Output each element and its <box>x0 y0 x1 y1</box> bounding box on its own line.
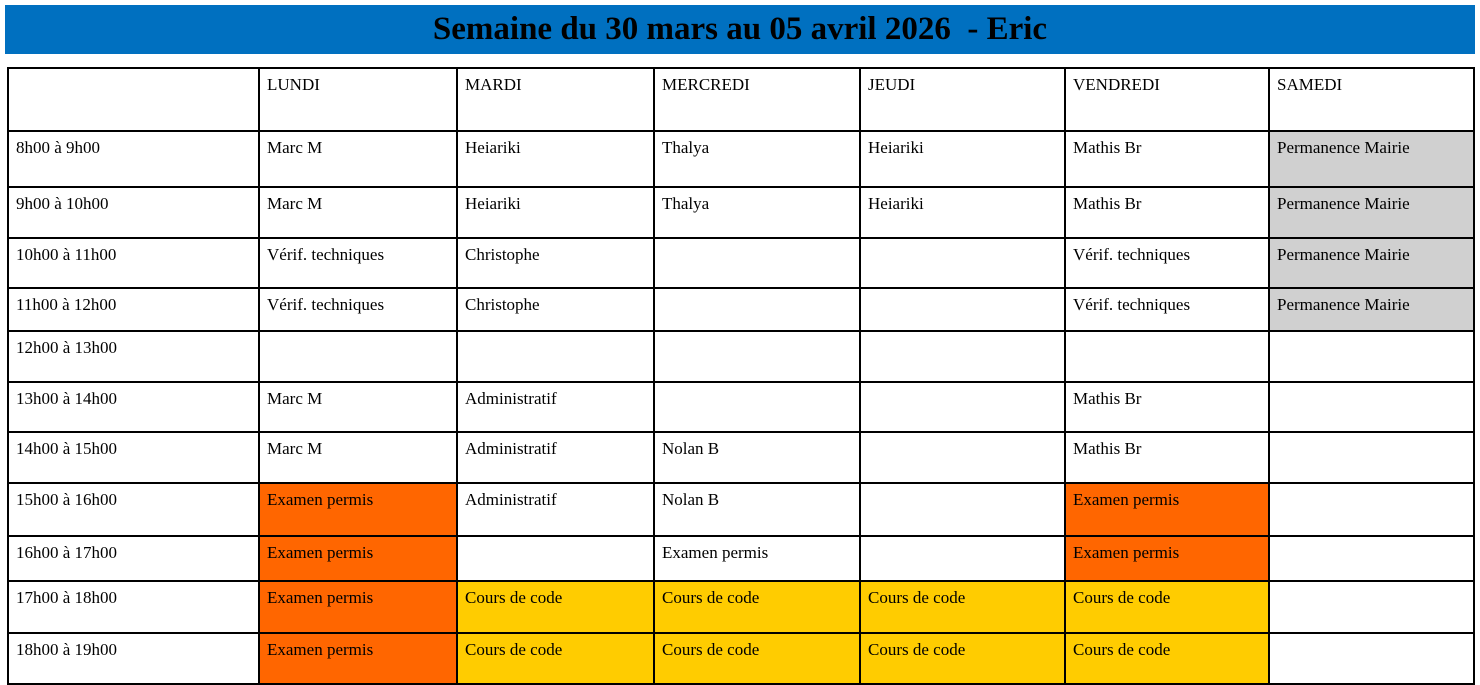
table-row: 15h00 à 16h00 Examen permis Administratif N… <box>7 482 1475 537</box>
schedule-cell: Nolan B <box>653 431 861 484</box>
title-bar: Semaine du 30 mars au 05 avril 2026 - Er… <box>5 5 1475 54</box>
schedule-cell: Examen permis <box>1064 535 1270 582</box>
schedule-cell: Administratif <box>456 431 655 484</box>
schedule-cell: Marc M <box>258 130 458 188</box>
schedule-cell: Thalya <box>653 186 861 239</box>
schedule-cell: Examen permis <box>1064 482 1270 537</box>
schedule-cell <box>1268 431 1475 484</box>
time-slot-cell: 18h00 à 19h00 <box>7 632 260 685</box>
table-row: 17h00 à 18h00 Examen permis Cours de code C… <box>7 580 1475 634</box>
schedule-cell: Heiariki <box>859 186 1066 239</box>
schedule-cell: Heiariki <box>859 130 1066 188</box>
schedule-cell: Nolan B <box>653 482 861 537</box>
schedule-cell: Permanence Mairie <box>1268 287 1475 332</box>
schedule-cell <box>859 330 1066 383</box>
schedule-cell: Examen permis <box>653 535 861 582</box>
schedule-cell: Thalya <box>653 130 861 188</box>
schedule-cell: Mathis Br <box>1064 186 1270 239</box>
table-row: 8h00 à 9h00 Marc M Heiariki Thalya Heiariki M… <box>7 130 1475 188</box>
schedule-cell <box>859 287 1066 332</box>
schedule-cell: Administratif <box>456 482 655 537</box>
page-title: Semaine du 30 mars au 05 avril 2026 - Er… <box>432 11 1048 47</box>
schedule-cell: Vérif. techniques <box>258 287 458 332</box>
schedule-cell: Heiariki <box>456 186 655 239</box>
time-slot-cell: 14h00 à 15h00 <box>7 431 260 484</box>
schedule-cell: Cours de code <box>1064 580 1270 634</box>
schedule-cell <box>859 381 1066 433</box>
time-slot-cell: 13h00 à 14h00 <box>7 381 260 433</box>
schedule-cell <box>653 381 861 433</box>
schedule-cell: Heiariki <box>456 130 655 188</box>
day-header-jeudi: JEUDI <box>859 67 1066 132</box>
schedule-cell: Examen permis <box>258 482 458 537</box>
schedule-cell <box>653 237 861 289</box>
schedule-cell: Christophe <box>456 237 655 289</box>
schedule-cell: Cours de code <box>456 632 655 685</box>
schedule-cell <box>456 535 655 582</box>
schedule-cell: Cours de code <box>653 632 861 685</box>
schedule-cell: Marc M <box>258 381 458 433</box>
schedule-cell <box>258 330 458 383</box>
schedule-cell: Mathis Br <box>1064 431 1270 484</box>
table-row: 16h00 à 17h00 Examen permis Examen permis E… <box>7 535 1475 582</box>
schedule-cell: Examen permis <box>258 535 458 582</box>
time-slot-cell: 12h00 à 13h00 <box>7 330 260 383</box>
table-row: 9h00 à 10h00 Marc M Heiariki Thalya Heiariki… <box>7 186 1475 239</box>
schedule-cell <box>653 330 861 383</box>
schedule-cell <box>1268 381 1475 433</box>
schedule-cell <box>456 330 655 383</box>
table-row: 13h00 à 14h00 Marc M Administratif Mathis B… <box>7 381 1475 433</box>
day-header-samedi: SAMEDI <box>1268 67 1475 132</box>
time-slot-cell: 15h00 à 16h00 <box>7 482 260 537</box>
schedule-cell <box>1268 535 1475 582</box>
day-header-vendredi: VENDREDI <box>1064 67 1270 132</box>
table-row: 14h00 à 15h00 Marc M Administratif Nolan B M… <box>7 431 1475 484</box>
day-header-mercredi: MERCREDI <box>653 67 861 132</box>
schedule-cell: Cours de code <box>859 632 1066 685</box>
schedule-cell <box>859 535 1066 582</box>
schedule-cell: Examen permis <box>258 632 458 685</box>
schedule-cell: Examen permis <box>258 580 458 634</box>
schedule-cell: Vérif. techniques <box>1064 237 1270 289</box>
schedule-cell <box>859 482 1066 537</box>
day-header-lundi: LUNDI <box>258 67 458 132</box>
day-header-mardi: MARDI <box>456 67 655 132</box>
schedule-cell <box>859 237 1066 289</box>
time-slot-cell: 11h00 à 12h00 <box>7 287 260 332</box>
schedule-cell <box>1064 330 1270 383</box>
schedule-cell: Vérif. techniques <box>1064 287 1270 332</box>
schedule-cell <box>1268 482 1475 537</box>
schedule-cell: Mathis Br <box>1064 381 1270 433</box>
corner-cell <box>7 67 260 132</box>
table-row: 12h00 à 13h00 <box>7 330 1475 383</box>
schedule-cell: Cours de code <box>859 580 1066 634</box>
schedule-cell <box>1268 632 1475 685</box>
schedule-cell: Cours de code <box>1064 632 1270 685</box>
schedule-cell <box>1268 580 1475 634</box>
table-row: 18h00 à 19h00 Examen permis Cours de code C… <box>7 632 1475 685</box>
time-slot-cell: 8h00 à 9h00 <box>7 130 260 188</box>
time-slot-cell: 17h00 à 18h00 <box>7 580 260 634</box>
schedule-table: LUNDI MARDI MERCREDI JEUDI VENDREDI SAMEDI 8h0… <box>7 67 1475 685</box>
table-row: 11h00 à 12h00 Vérif. techniques Christophe… <box>7 287 1475 332</box>
schedule-cell: Permanence Mairie <box>1268 130 1475 188</box>
schedule-cell: Christophe <box>456 287 655 332</box>
time-slot-cell: 10h00 à 11h00 <box>7 237 260 289</box>
time-slot-cell: 9h00 à 10h00 <box>7 186 260 239</box>
schedule-cell: Mathis Br <box>1064 130 1270 188</box>
schedule-cell <box>653 287 861 332</box>
time-slot-cell: 16h00 à 17h00 <box>7 535 260 582</box>
schedule-cell <box>1268 330 1475 383</box>
schedule-cell <box>859 431 1066 484</box>
schedule-cell: Vérif. techniques <box>258 237 458 289</box>
schedule-cell: Cours de code <box>456 580 655 634</box>
schedule-cell: Marc M <box>258 186 458 239</box>
schedule-cell: Administratif <box>456 381 655 433</box>
schedule-cell: Cours de code <box>653 580 861 634</box>
schedule-cell: Marc M <box>258 431 458 484</box>
table-row: 10h00 à 11h00 Vérif. techniques Christophe… <box>7 237 1475 289</box>
schedule-cell: Permanence Mairie <box>1268 237 1475 289</box>
schedule-cell: Permanence Mairie <box>1268 186 1475 239</box>
header-row: LUNDI MARDI MERCREDI JEUDI VENDREDI SAMEDI <box>7 67 1475 132</box>
